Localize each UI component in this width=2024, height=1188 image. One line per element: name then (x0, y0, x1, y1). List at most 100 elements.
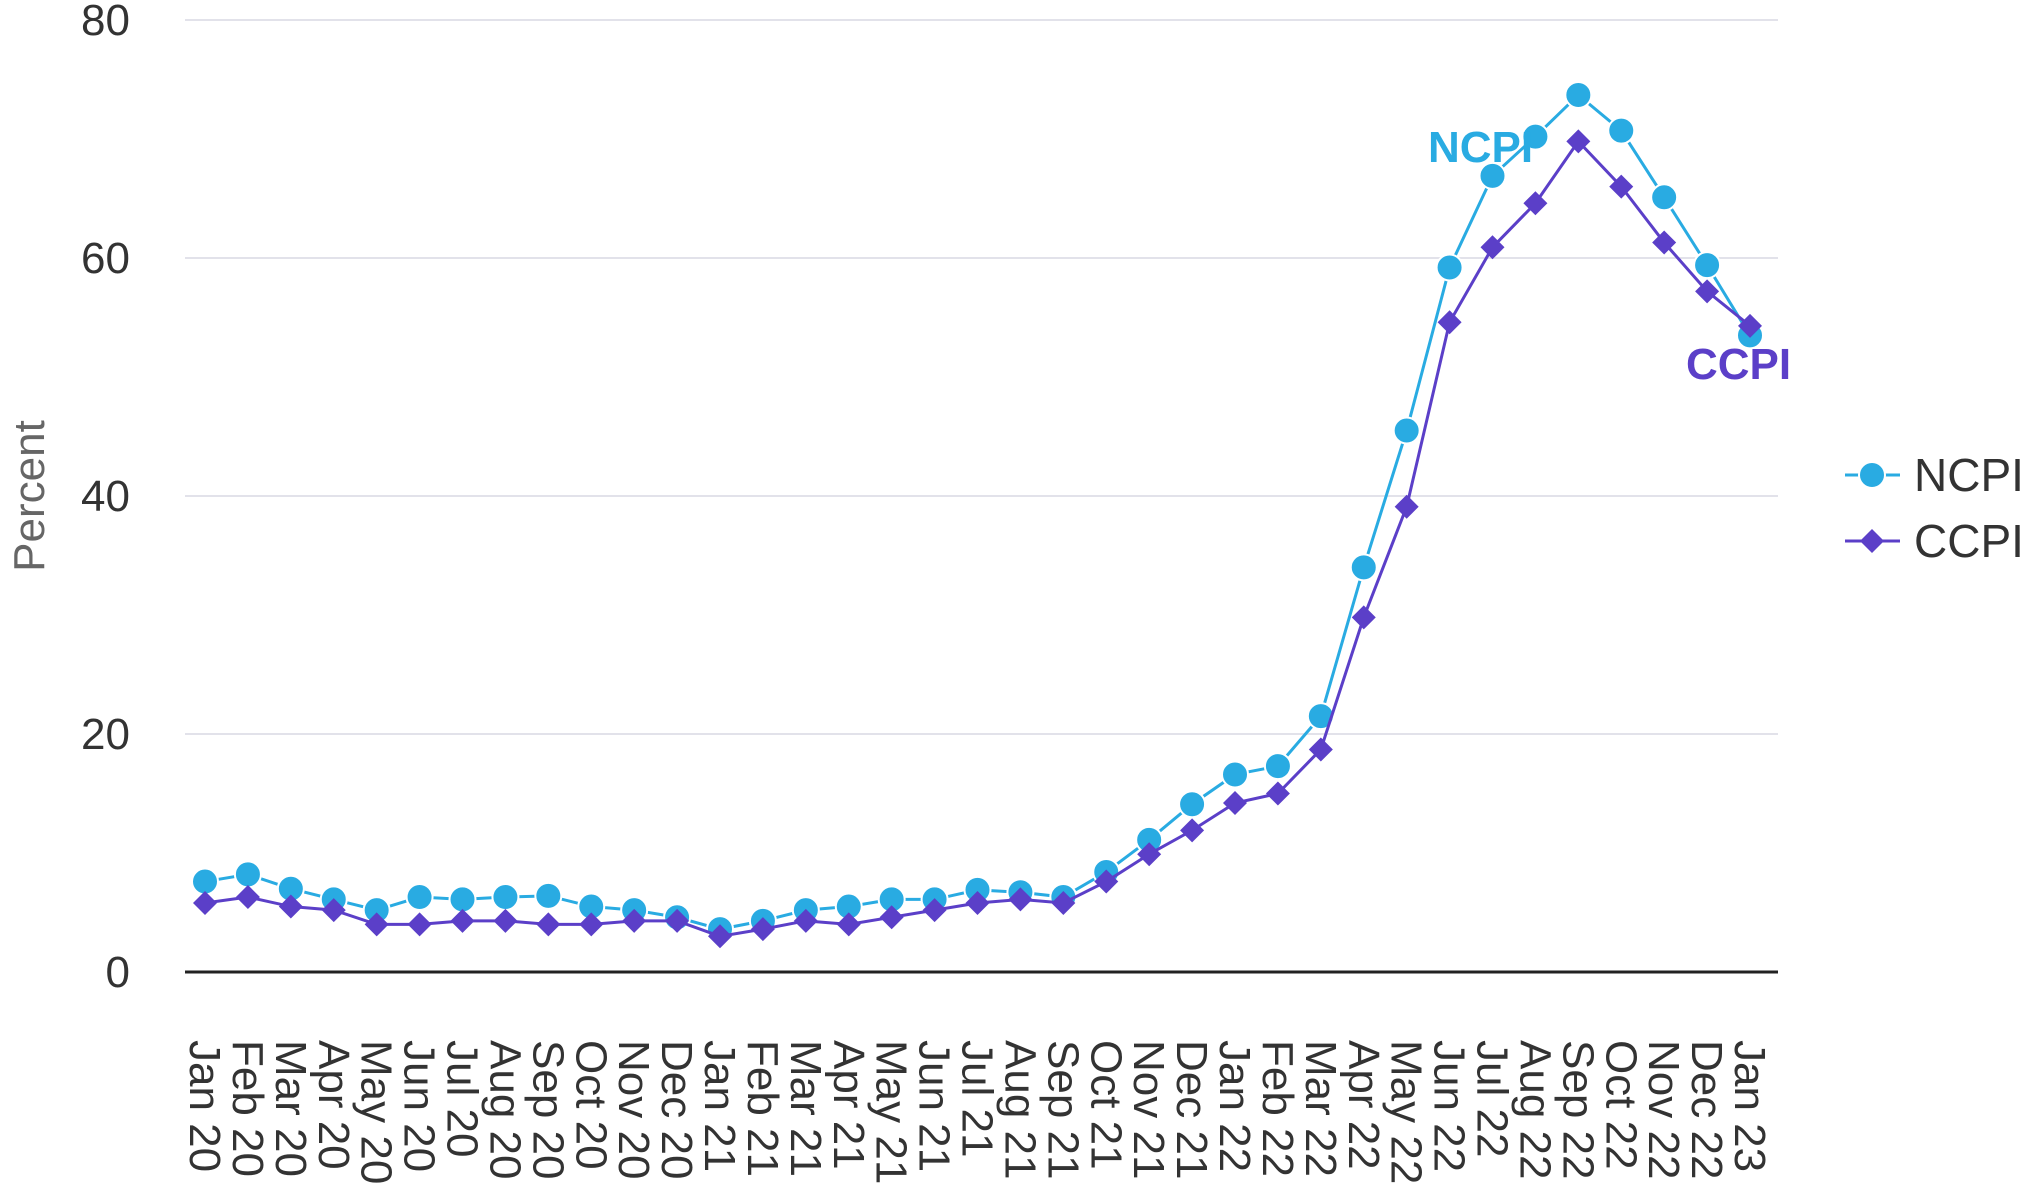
x-tick-label: Oct 21 (1081, 1040, 1130, 1170)
x-tick-label: Jul 20 (438, 1040, 487, 1157)
data-point-ncpi[interactable] (1221, 760, 1249, 789)
x-tick-label: Oct 22 (1596, 1040, 1645, 1170)
y-tick-label: 80 (81, 0, 130, 45)
data-point-ncpi[interactable] (191, 867, 219, 896)
data-point-ncpi[interactable] (1349, 553, 1378, 582)
x-tick-label: May 20 (352, 1040, 401, 1184)
data-point-ccpi[interactable] (879, 905, 904, 930)
data-point-ccpi[interactable] (1137, 842, 1162, 867)
data-point-ccpi[interactable] (1652, 230, 1677, 255)
data-point-ccpi[interactable] (1180, 818, 1205, 843)
legend-label: CCPI (1914, 515, 2024, 567)
data-point-ncpi[interactable] (1521, 122, 1550, 151)
data-point-ncpi[interactable] (1263, 752, 1292, 781)
data-point-ccpi[interactable] (793, 908, 818, 933)
x-tick-label: Nov 20 (609, 1040, 658, 1179)
legend-label: NCPI (1914, 449, 2024, 501)
data-point-ccpi[interactable] (1609, 174, 1634, 199)
data-point-ccpi[interactable] (1094, 869, 1119, 894)
data-point-ccpi[interactable] (1008, 887, 1033, 912)
x-tick-label: Jul 22 (1468, 1040, 1517, 1157)
data-point-ncpi[interactable] (1650, 183, 1679, 212)
data-point-ncpi[interactable] (491, 883, 520, 912)
series-ncpi (191, 80, 1764, 944)
data-point-ncpi[interactable] (1392, 416, 1421, 445)
data-point-ccpi[interactable] (579, 912, 604, 937)
data-point-ncpi[interactable] (1693, 251, 1722, 280)
y-tick-label: 0 (106, 948, 130, 997)
data-point-ncpi[interactable] (1178, 790, 1207, 819)
data-point-ccpi[interactable] (193, 890, 217, 915)
data-point-ncpi[interactable] (405, 883, 434, 912)
x-tick-label: Feb 20 (223, 1040, 272, 1177)
data-point-ccpi[interactable] (321, 898, 346, 923)
x-tick-label: Dec 20 (652, 1040, 701, 1179)
data-point-ccpi[interactable] (1051, 890, 1076, 915)
x-tick-label: May 21 (867, 1040, 916, 1184)
data-point-ccpi[interactable] (1695, 279, 1720, 304)
data-point-ccpi[interactable] (1394, 494, 1419, 519)
x-tick-label: Jan 21 (695, 1040, 744, 1172)
data-point-ccpi[interactable] (278, 894, 303, 919)
x-tick-label: Jan 23 (1725, 1040, 1774, 1172)
x-tick-label: Aug 20 (480, 1040, 529, 1179)
data-point-ncpi[interactable] (448, 885, 477, 914)
data-point-ccpi[interactable] (235, 885, 260, 910)
data-point-ccpi[interactable] (708, 924, 732, 949)
data-point-ncpi[interactable] (233, 860, 262, 889)
data-point-ccpi[interactable] (1308, 737, 1333, 762)
legend-circle-marker (1858, 461, 1886, 489)
legend-diamond-marker (1860, 529, 1884, 553)
x-tick-label: Jun 21 (910, 1040, 959, 1172)
data-point-ccpi[interactable] (364, 912, 389, 937)
x-tick-label: Apr 21 (824, 1040, 873, 1170)
data-point-ccpi[interactable] (407, 912, 432, 937)
legend[interactable]: NCPI CCPI (1845, 449, 2024, 567)
data-point-ccpi[interactable] (536, 912, 561, 937)
data-point-ccpi[interactable] (450, 908, 475, 933)
x-tick-label: Apr 22 (1339, 1040, 1388, 1170)
x-tick-label: Dec 22 (1682, 1040, 1731, 1179)
data-point-ccpi[interactable] (965, 890, 990, 915)
data-point-ncpi[interactable] (1478, 161, 1507, 190)
data-point-ncpi[interactable] (1435, 253, 1464, 282)
x-tick-label: Oct 20 (566, 1040, 615, 1170)
x-tick-label: Sep 21 (1038, 1040, 1087, 1179)
data-point-ccpi[interactable] (493, 908, 518, 933)
data-point-ccpi[interactable] (836, 912, 861, 937)
x-tick-label: Mar 20 (266, 1040, 315, 1177)
data-point-ccpi[interactable] (1437, 310, 1462, 335)
data-point-ccpi[interactable] (1351, 605, 1376, 630)
data-point-ccpi[interactable] (622, 908, 647, 933)
y-tick-label: 20 (81, 710, 130, 759)
x-tick-label: Jan 20 (180, 1040, 229, 1172)
data-point-ccpi[interactable] (922, 898, 947, 923)
series-ccpi (193, 129, 1762, 949)
legend-item-ncpi[interactable]: NCPI (1845, 449, 2024, 501)
data-point-ncpi[interactable] (1306, 702, 1335, 731)
data-point-ccpi[interactable] (1223, 791, 1247, 816)
x-tick-label: May 22 (1382, 1040, 1431, 1184)
data-point-ccpi[interactable] (1738, 313, 1762, 338)
legend-item-ccpi[interactable]: CCPI (1845, 515, 2024, 567)
x-tick-label: Dec 21 (1167, 1040, 1216, 1179)
data-point-ccpi[interactable] (665, 908, 690, 933)
x-tick-label: Jan 22 (1210, 1040, 1259, 1172)
y-tick-label: 40 (81, 472, 130, 521)
data-point-ccpi[interactable] (1523, 191, 1548, 216)
x-tick-label: Jul 21 (953, 1040, 1002, 1157)
data-point-ccpi[interactable] (750, 917, 775, 942)
data-point-ncpi[interactable] (1564, 80, 1593, 109)
x-tick-label: Aug 22 (1510, 1040, 1559, 1179)
x-tick-label: Nov 22 (1639, 1040, 1688, 1179)
data-point-ccpi[interactable] (1480, 235, 1505, 260)
x-tick-label: Mar 21 (781, 1040, 830, 1177)
data-point-ncpi[interactable] (534, 881, 563, 910)
data-point-ccpi[interactable] (1265, 781, 1290, 806)
series-label-ccpi: CCPI (1686, 340, 1791, 389)
data-point-ncpi[interactable] (1607, 116, 1636, 145)
y-tick-label: 60 (81, 234, 130, 283)
data-point-ccpi[interactable] (1566, 129, 1591, 154)
